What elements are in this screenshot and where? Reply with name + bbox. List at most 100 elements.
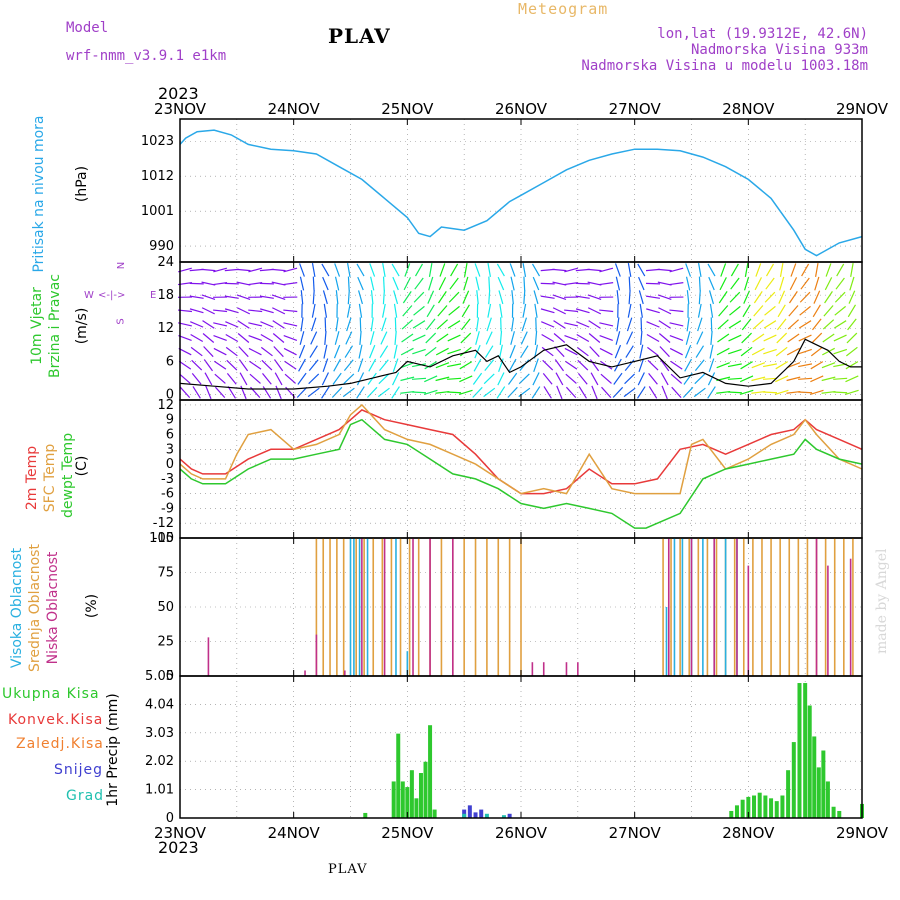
wind-arrow [623, 387, 636, 398]
bar [670, 538, 672, 676]
wind-arrow [810, 375, 824, 383]
wind-arrow [765, 277, 775, 290]
wind-arrow [333, 344, 341, 359]
series-line [179, 338, 862, 390]
wind-arrow [719, 277, 727, 291]
wind-arrow [335, 290, 339, 305]
wind-arrow [201, 268, 216, 272]
wind-arrow [459, 361, 473, 370]
wind-arrow [213, 309, 228, 313]
wind-arrow [615, 276, 621, 291]
wind-arrow [297, 372, 307, 385]
wind-arrow [463, 263, 468, 277]
wind-arrow [637, 372, 645, 386]
wind-arrow [833, 320, 847, 329]
bar [542, 662, 545, 676]
wind-arrow [377, 387, 390, 398]
wind-arrow [833, 348, 848, 355]
wind-arrow [564, 309, 579, 313]
wind-arrow [627, 263, 632, 277]
page-title: PLAV [328, 24, 391, 48]
wind-arrow [487, 303, 492, 318]
bar [729, 810, 734, 818]
wind-arrow [379, 345, 389, 358]
wind-arrow [741, 332, 752, 344]
wind-arrow [751, 347, 765, 356]
wind-arrow [708, 290, 715, 305]
wind-arrow [378, 373, 390, 385]
bar [484, 813, 489, 818]
bar [329, 538, 331, 676]
wind-arrow [498, 290, 504, 305]
wind-arrow [225, 346, 238, 357]
wind-arrow [189, 308, 204, 314]
wind-arrow [472, 372, 483, 385]
precip-legend-total: Ukupna Kisa [2, 686, 100, 702]
bar [462, 813, 467, 818]
wind-arrow [811, 332, 823, 344]
bar [770, 538, 772, 676]
wind-arrow [576, 346, 589, 357]
wind-arrow [744, 263, 749, 277]
wind-arrow [575, 295, 590, 299]
bar [412, 538, 414, 676]
wind-arrow [775, 361, 789, 370]
bar [304, 670, 306, 676]
bar [390, 538, 393, 676]
wind-arrow [850, 263, 854, 277]
wind-arrow [707, 386, 716, 399]
bar [742, 538, 745, 676]
wind-arrow [436, 333, 449, 343]
wind-arrow [379, 359, 389, 372]
wind-arrow [646, 308, 660, 314]
bar [353, 538, 355, 676]
wind-arrow [541, 346, 554, 357]
wind-arrow [261, 359, 273, 371]
wind-arrow [696, 331, 704, 345]
wind-arrow [450, 263, 459, 277]
bar [833, 538, 836, 676]
wind-arrow [347, 276, 350, 291]
wind-arrow [414, 277, 424, 290]
y-tick-label: 990 [149, 239, 174, 254]
wind-arrow [308, 359, 319, 372]
top-date-label: 23NOV [154, 100, 207, 118]
bar [746, 796, 751, 818]
wind-arrow [823, 305, 834, 317]
wind-arrow [742, 304, 751, 318]
wind-arrow [178, 360, 192, 370]
wind-arrow [423, 389, 438, 396]
wind-arrow [401, 319, 413, 330]
wind-arrow [343, 373, 355, 385]
series-line [179, 418, 863, 529]
wind-arrow [300, 290, 304, 305]
wind-arrow [788, 291, 798, 304]
bar [577, 662, 579, 676]
bar [812, 736, 817, 818]
wind-arrow [846, 332, 858, 344]
wind-arrow [413, 305, 425, 316]
wind-arrow [435, 376, 450, 382]
bar [383, 538, 386, 676]
wind-arrow [813, 290, 821, 304]
wind-arrow [599, 347, 613, 356]
model-name: wrf-nmm_v3.9.1 e1km [66, 48, 227, 64]
bar [363, 812, 368, 818]
wind-arrow [612, 386, 624, 398]
wind-arrow [821, 376, 836, 382]
bottom-date-label: 29NOV [836, 824, 889, 842]
y-tick-label: 24 [157, 255, 174, 270]
wind-arrow [752, 333, 765, 343]
wind-arrow [262, 372, 272, 385]
wind-arrow [695, 345, 705, 358]
wind-arrow [534, 303, 538, 318]
wind-arrow [564, 335, 578, 341]
wind-arrow [392, 276, 399, 291]
bar [391, 781, 396, 818]
top-date-label: 26NOV [495, 100, 548, 118]
bar [821, 750, 826, 818]
bar [849, 558, 852, 676]
wind-arrow [248, 335, 262, 341]
wind-arrow [790, 263, 797, 277]
wind-arrow [532, 372, 540, 386]
